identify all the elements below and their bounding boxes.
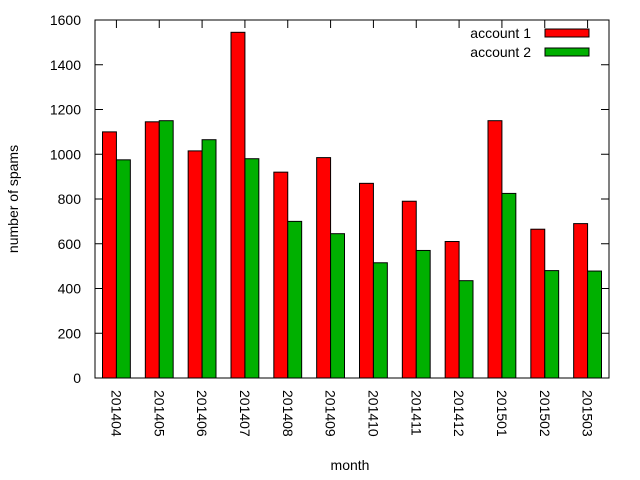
legend-label: account 1: [470, 25, 531, 41]
x-tick-label: 201503: [580, 390, 596, 437]
bar-account-2-201503: [587, 270, 603, 379]
y-tick-label: 1200: [50, 102, 81, 118]
legend-swatch: [544, 47, 590, 57]
bar-account-1-201409: [316, 157, 332, 379]
bar-account-1-201410: [359, 182, 374, 379]
bar-account-1-201502: [530, 228, 546, 379]
bar-account-2-201405: [158, 120, 174, 379]
bar-account-1-201404: [102, 131, 117, 379]
bar-account-1-201503: [573, 223, 589, 379]
y-tick-label: 600: [58, 236, 82, 252]
legend-swatch: [544, 28, 590, 38]
x-tick-label: 201405: [151, 390, 167, 437]
bar-account-2-201409: [330, 233, 345, 379]
x-tick-label: 201408: [280, 390, 296, 437]
bars-group: [102, 31, 603, 379]
x-tick-label: 201406: [194, 390, 210, 437]
y-tick-label: 200: [58, 325, 82, 341]
bar-account-1-201411: [401, 200, 417, 379]
y-axis-title: number of spams: [5, 145, 21, 253]
bar-account-2-201501: [501, 192, 517, 379]
bar-account-2-201412: [458, 280, 474, 379]
legend: account 1 account 2: [470, 25, 590, 60]
x-axis: 201404 201405 201406 201407 201408 201409 2014…: [108, 20, 596, 437]
bar-account-1-201407: [230, 31, 246, 379]
y-tick-label: 1600: [50, 12, 81, 28]
bar-account-2-201404: [115, 159, 131, 379]
y-tick-label: 1000: [50, 146, 81, 162]
bar-account-1-201406: [187, 150, 203, 379]
x-tick-label: 201404: [108, 390, 124, 437]
y-tick-label: 800: [58, 191, 82, 207]
bar-account-1-201412: [444, 241, 460, 379]
x-tick-label: 201409: [323, 390, 339, 437]
x-tick-label: 201411: [408, 390, 424, 436]
x-tick-label: 201407: [237, 390, 253, 437]
legend-label: account 2: [470, 44, 531, 60]
y-tick-label: 0: [73, 370, 81, 386]
bar-account-1-201408: [273, 171, 289, 379]
bar-account-2-201411: [415, 249, 431, 379]
y-axis: 0 200 400 600 800 1000 1200 1400 1600: [50, 12, 609, 386]
x-axis-title: month: [331, 457, 370, 473]
bar-account-1-201405: [144, 121, 160, 379]
x-tick-label: 201410: [365, 390, 381, 437]
y-tick-label: 1400: [50, 57, 81, 73]
bar-account-1-201501: [487, 120, 503, 379]
y-tick-label: 400: [58, 281, 82, 297]
bar-account-2-201406: [201, 139, 217, 379]
bar-account-2-201410: [372, 262, 388, 379]
bar-account-2-201408: [287, 220, 303, 379]
x-tick-label: 201412: [451, 390, 467, 437]
bar-account-2-201407: [244, 158, 260, 379]
x-tick-label: 201502: [537, 390, 553, 437]
bar-account-2-201502: [544, 270, 560, 379]
x-tick-label: 201501: [494, 390, 510, 437]
